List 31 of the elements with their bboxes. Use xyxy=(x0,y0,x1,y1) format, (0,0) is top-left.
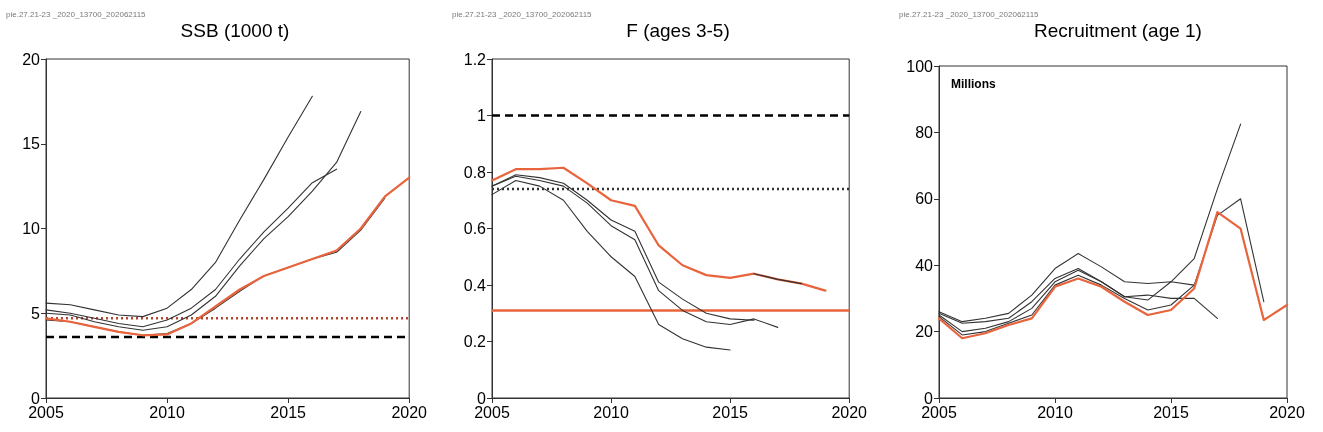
y-tick-label: 20 xyxy=(22,50,41,68)
y-tick-label: 0.8 xyxy=(463,163,487,181)
y-axis-title: Millions xyxy=(951,77,996,91)
y-tick-label: 5 xyxy=(31,304,41,322)
x-tick-label: 2015 xyxy=(712,403,749,421)
y-tick-label: 0.4 xyxy=(463,276,487,294)
y-tick-label: 1.2 xyxy=(463,50,487,68)
x-tick-label: 2015 xyxy=(1153,403,1189,421)
chart-title: SSB (1000 t) xyxy=(180,20,290,41)
y-tick-label: 15 xyxy=(22,135,41,153)
y-tick-label: 20 xyxy=(915,323,934,341)
x-tick-label: 2020 xyxy=(831,403,868,421)
x-tick-label: 2020 xyxy=(1269,403,1305,421)
y-tick-label: 80 xyxy=(915,123,934,141)
y-tick-label: 60 xyxy=(915,190,934,208)
x-tick-label: 2020 xyxy=(391,403,428,421)
y-tick-label: 0.2 xyxy=(463,333,487,350)
y-tick-label: 1 xyxy=(477,107,487,124)
chart-title: Recruitment (age 1) xyxy=(1034,20,1202,41)
x-tick-label: 2010 xyxy=(149,403,185,421)
text: pie.27.21-23 _2020_13700_202062115 xyxy=(6,9,147,19)
y-tick-label: 0.6 xyxy=(463,220,487,237)
y-tick-label: 10 xyxy=(22,220,41,237)
y-tick-label: 40 xyxy=(915,256,934,274)
chart-title: F (ages 3-5) xyxy=(626,20,730,41)
x-tick-label: 2010 xyxy=(1037,403,1073,421)
y-tick-label: 100 xyxy=(906,57,934,75)
x-tick-label: 2010 xyxy=(593,403,629,421)
x-tick-label: 2015 xyxy=(270,403,307,421)
text: pie.27.21-23 _2020_13700_202062115 xyxy=(899,9,1040,19)
text: pie.27.21-23 _2020_13700_202062115 xyxy=(452,9,593,19)
